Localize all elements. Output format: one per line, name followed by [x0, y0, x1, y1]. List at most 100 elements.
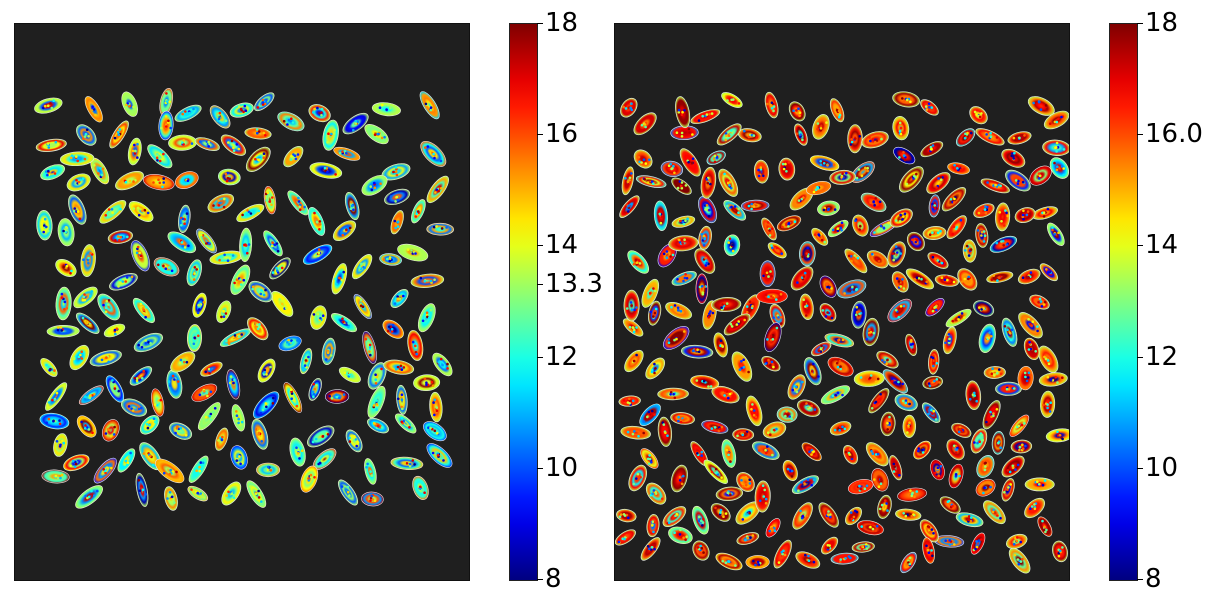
particle-speckle — [748, 482, 752, 485]
particle-speckle — [63, 300, 67, 304]
particle-speckle — [238, 455, 241, 458]
particle-speckle — [854, 219, 857, 222]
particle-speckle — [142, 452, 146, 455]
particle-speckle — [130, 275, 134, 279]
particle-speckle — [1043, 479, 1047, 482]
particle-speckle — [113, 385, 117, 388]
particle-speckle — [280, 266, 284, 270]
particle-speckle — [992, 412, 995, 415]
particle-speckle — [1048, 122, 1052, 125]
particle-speckle — [300, 449, 304, 453]
particle-speckle — [101, 167, 105, 171]
particle-speckle — [933, 204, 936, 207]
particle-speckle — [321, 314, 325, 318]
particle-speckle — [775, 326, 779, 330]
particle-speckle — [677, 415, 680, 419]
particle — [620, 97, 638, 118]
particle-speckle — [1042, 303, 1046, 306]
particle-speckle — [361, 305, 365, 309]
particle-speckle — [797, 489, 800, 493]
particle-speckle — [352, 208, 355, 211]
particle-speckle — [1034, 350, 1037, 353]
particle-speckle — [47, 146, 51, 149]
particle-speckle — [1023, 422, 1026, 425]
particle-speckle — [207, 140, 210, 144]
particle-speckle — [933, 206, 937, 210]
particle-speckle — [717, 429, 721, 433]
particle-speckle — [366, 462, 369, 466]
particle-speckle — [257, 496, 261, 499]
particle-speckle — [140, 345, 144, 349]
particle-speckle — [680, 482, 684, 486]
particle-speckle — [247, 210, 251, 214]
particle-speckle — [879, 392, 882, 396]
particle-speckle — [225, 494, 228, 497]
particle-speckle — [730, 186, 733, 190]
particle-speckle — [342, 393, 346, 396]
particle-speckle — [117, 133, 121, 137]
particle-speckle — [927, 382, 931, 385]
particle-speckle — [648, 462, 651, 466]
particle-speckle — [375, 375, 379, 379]
particle-speckle — [350, 201, 353, 204]
particle-speckle — [109, 434, 113, 438]
particle-speckle — [334, 277, 337, 281]
particle-speckle — [901, 278, 904, 281]
particle-speckle — [382, 258, 386, 261]
particle-speckle — [787, 222, 791, 225]
particle-speckle — [1045, 107, 1049, 111]
particle-speckle — [1056, 381, 1059, 384]
particle-speckle — [667, 164, 671, 167]
particle-speckle — [810, 453, 813, 456]
particle-speckle — [631, 399, 635, 403]
particle-speckle — [107, 208, 111, 211]
particle-speckle — [700, 450, 704, 454]
particle-speckle — [983, 462, 987, 465]
particle-speckle — [628, 181, 632, 184]
particle-speckle — [996, 279, 999, 282]
particle-speckle — [632, 359, 636, 363]
particle-speckle — [207, 145, 210, 148]
particle-speckle — [1051, 226, 1054, 229]
particle-speckle — [180, 241, 184, 244]
particle-speckle — [261, 98, 265, 102]
particle-speckle — [1044, 530, 1047, 534]
particle-speckle — [980, 112, 983, 115]
particle-speckle — [415, 352, 419, 356]
particle-speckle — [936, 466, 940, 470]
particle-speckle — [348, 436, 351, 440]
particle-speckle — [681, 220, 685, 224]
particle-speckle — [116, 130, 120, 134]
particle-speckle — [653, 371, 656, 375]
particle-speckle — [49, 102, 52, 105]
particle-speckle — [1054, 146, 1057, 149]
particle-speckle — [84, 395, 87, 399]
particle-speckle — [385, 108, 388, 111]
particle-speckle — [83, 427, 87, 430]
particle-speckle — [878, 507, 882, 511]
particle-speckle — [833, 428, 837, 432]
particle-speckle — [104, 432, 108, 435]
particle-speckle — [76, 159, 79, 163]
particle-speckle — [932, 532, 935, 535]
particle-speckle — [331, 347, 334, 350]
particle-speckle — [266, 191, 270, 194]
particle-speckle — [326, 349, 330, 353]
particle-speckle — [1037, 301, 1040, 304]
particle-speckle — [767, 275, 770, 278]
particle-speckle — [240, 420, 244, 424]
particle-speckle — [880, 137, 883, 141]
particle-speckle — [769, 270, 772, 273]
particle-speckle — [877, 485, 881, 489]
particle-speckle — [965, 244, 969, 248]
particle-speckle — [87, 428, 91, 431]
particle-speckle — [888, 415, 891, 419]
particle-speckle — [1029, 373, 1032, 377]
particle-speckle — [957, 316, 961, 319]
particle-speckle — [347, 325, 350, 329]
particle-speckle — [247, 243, 251, 246]
particle-speckle — [265, 405, 268, 409]
particle-speckle — [850, 455, 854, 459]
particle — [231, 404, 246, 432]
particle — [128, 201, 154, 222]
